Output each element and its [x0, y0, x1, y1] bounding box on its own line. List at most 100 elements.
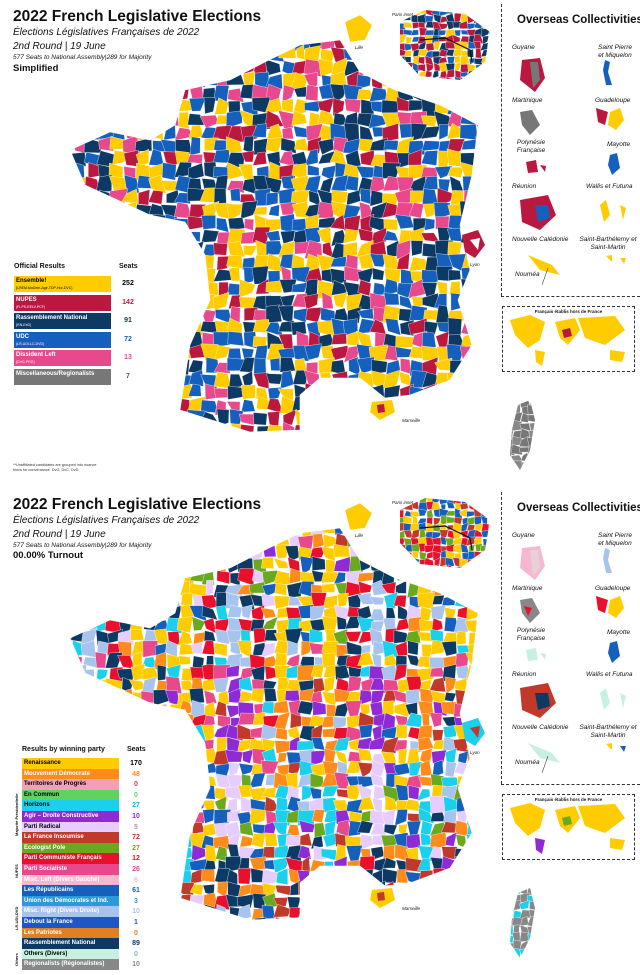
constituency-area [70, 86, 89, 104]
constituency-area [447, 227, 463, 242]
constituency-area [82, 556, 98, 572]
constituency-area [370, 438, 386, 452]
paris-inset-map [400, 498, 490, 568]
constituency-area [150, 267, 168, 283]
legend-label: Rassemblement National [16, 315, 88, 321]
constituency-area [332, 437, 347, 453]
constituency-area [108, 412, 129, 429]
constituency-area [70, 383, 87, 401]
constituency-area [212, 422, 229, 432]
constituency-area [226, 203, 244, 221]
constituency-area [265, 280, 283, 293]
constituency-area [203, 556, 220, 573]
constituency-area [155, 784, 169, 801]
constituency-area [249, 581, 265, 594]
constituency-area [160, 267, 180, 283]
constituency-area [410, 29, 419, 36]
constituency-area [167, 571, 181, 586]
constituency-area [333, 716, 347, 731]
constituency-area [71, 189, 89, 205]
constituency-area [510, 892, 512, 904]
constituency-area [179, 869, 192, 885]
constituency-area [87, 215, 100, 228]
constituency-area [370, 823, 387, 836]
constituency-area [472, 309, 478, 323]
legend-sublabel: (LREM-MoDem-Agir-TDP-Hor-DVC) [16, 286, 73, 290]
constituency-area [156, 595, 167, 606]
constituency-area [474, 114, 478, 128]
constituency-area [460, 97, 478, 116]
constituency-area [154, 773, 170, 790]
constituency-area [417, 71, 427, 80]
constituency-area [358, 545, 372, 563]
constituency-area [487, 76, 490, 80]
legend-swatch: Renaissance [22, 758, 119, 769]
constituency-area [301, 856, 311, 874]
constituency-area [429, 677, 446, 693]
constituency-area [477, 559, 478, 572]
constituency-area [322, 867, 337, 883]
legend-seat-count: 12 [132, 855, 140, 863]
constituency-area [130, 559, 144, 572]
constituency-area [177, 760, 194, 778]
territory-label: Réunion [512, 671, 537, 678]
constituency-area [345, 149, 362, 169]
constituency-area [70, 229, 77, 245]
constituency-area [97, 83, 113, 99]
constituency-area [317, 410, 335, 428]
constituency-area [117, 629, 135, 646]
constituency-area [177, 812, 194, 826]
constituency-area [465, 764, 478, 776]
constituency-area [428, 568, 447, 583]
constituency-area [164, 257, 177, 270]
constituency-area [289, 567, 302, 584]
constituency-area [356, 784, 372, 800]
constituency-area [357, 906, 376, 920]
legend-seat-count: 13 [124, 354, 132, 361]
constituency-area [179, 800, 192, 810]
constituency-area [81, 568, 96, 586]
constituency-area [527, 940, 535, 950]
constituency-area [430, 640, 445, 655]
legend-label: Miscellaneous/Regionalists [16, 370, 95, 377]
constituency-area [180, 592, 193, 606]
constituency-area [310, 917, 325, 920]
constituency-area [453, 48, 463, 57]
constituency-area [169, 893, 181, 909]
constituency-area [370, 917, 385, 920]
constituency-area [334, 916, 350, 920]
constituency-area [474, 551, 484, 561]
legend-label: Parti Socialiste [24, 866, 68, 872]
constituency-area [203, 690, 218, 705]
constituency-area [175, 317, 189, 337]
constituency-area [479, 777, 495, 788]
constituency-area [480, 77, 490, 80]
legend-label: Renaissance [24, 760, 61, 766]
constituency-area [325, 892, 337, 910]
constituency-area [98, 440, 114, 454]
constituency-area [424, 70, 433, 80]
constituency-area [95, 689, 108, 705]
constituency-area [243, 135, 254, 154]
constituency-area [124, 215, 140, 232]
constituency-area [537, 932, 544, 943]
constituency-area [432, 904, 445, 920]
constituency-area [70, 581, 72, 598]
constituency-area [70, 690, 87, 703]
constituency-area [176, 62, 192, 77]
constituency-area [511, 471, 520, 480]
constituency-area [237, 723, 256, 740]
constituency-area [477, 883, 478, 896]
constituency-area [176, 737, 194, 751]
legend-label: Misc. Right (Divers Droite) [24, 908, 100, 915]
constituency-area [311, 894, 327, 908]
constituency-area [264, 832, 278, 847]
constituency-area [227, 604, 243, 618]
constituency-area [405, 36, 413, 45]
constituency-area [384, 436, 398, 451]
constituency-area [277, 388, 294, 401]
constituency-area [252, 151, 267, 166]
overseas-divider-bottom [501, 784, 640, 785]
constituency-area [212, 331, 232, 348]
legend-row: La France Insoumise 72 [22, 832, 149, 844]
